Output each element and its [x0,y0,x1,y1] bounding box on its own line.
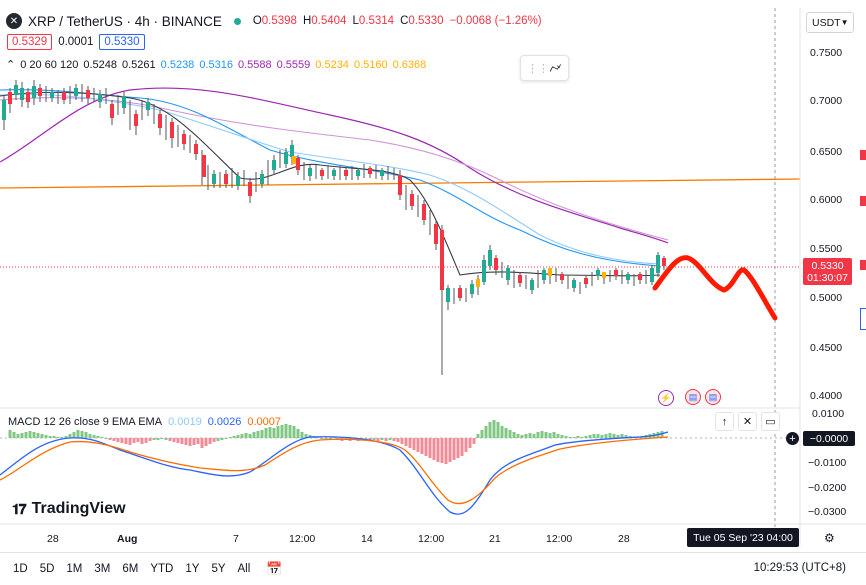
price-axis-label: 0.7500 [810,47,843,59]
brush-icon[interactable] [549,60,562,76]
range-5y-button[interactable]: 5Y [211,563,226,575]
price-axis-label: 0.6000 [810,194,843,206]
maximize-icon[interactable]: ▭ [761,412,780,431]
time-axis-label: 12:00 [546,533,573,545]
us-flag-icon[interactable]: ▤ [685,389,701,405]
ma-value: 0.5234 [315,58,349,71]
price-axis-label: 0.7000 [810,95,843,107]
horizontal-line [0,178,801,189]
ma-legend: ⌃ 0 20 60 120 0.5248 0.5261 0.5238 0.531… [6,58,427,72]
last-price-tag: 0.5330 01:30:07 [803,258,852,285]
candles [3,80,665,375]
chevron-down-icon: ▼ [840,18,849,27]
ma-value: 0.5588 [237,58,272,71]
macd-axis-label: 0.0100 [812,408,845,420]
ma-value: 0.5261 [122,58,156,71]
range-5d-button[interactable]: 5D [39,563,55,575]
drag-handle-icon[interactable]: ⋮⋮ [527,62,549,75]
time-axis-label: Aug [117,533,138,545]
time-axis-label: 7 [233,533,239,545]
us-flag-icon[interactable]: ▤ [705,389,721,405]
bid-ask-row: 0.5329 0.0001 0.5330 [7,34,145,50]
macd-axis-label: −0.0100 [808,457,847,469]
price-axis-label: 0.5500 [810,243,843,255]
signal-line [0,436,669,505]
xrp-logo-icon: ✕ [6,13,22,29]
ma-value: 0.5316 [199,58,233,71]
range-1d-button[interactable]: 1D [13,563,28,575]
time-axis-label: 28 [47,533,59,545]
spread-value: 0.0001 [58,36,94,48]
gear-icon[interactable]: ⚙ [824,531,835,545]
bottom-toolbar: 1D 5D 1M 3M 6M YTD 1Y 5Y All 📅 10:29:53 … [0,552,866,585]
time-axis-label: 12:00 [289,533,316,545]
time-axis-label: 14 [361,533,373,545]
sell-price-button[interactable]: 0.5329 [7,34,53,50]
macd-axis-label: −0.0300 [808,506,847,518]
ma-value: 0.5160 [353,58,388,71]
tradingview-mark-icon: 𝟏𝟕 [12,500,27,517]
edge-handle[interactable] [860,308,866,330]
edge-marker [860,196,866,206]
price-axis-label: 0.4500 [810,342,843,354]
ma-lightblue-line [0,93,661,265]
range-ytd-button[interactable]: YTD [150,563,174,575]
edge-marker [860,150,866,160]
tradingview-logo[interactable]: 𝟏𝟕 TradingView [12,500,126,517]
close-icon[interactable]: ✕ [738,412,757,431]
market-open-icon [233,17,241,25]
price-axis-label: 0.5000 [810,292,843,304]
time-axis-label: 12:00 [418,533,445,545]
range-1m-button[interactable]: 1M [66,563,83,575]
range-6m-button[interactable]: 6M [122,563,139,575]
range-1y-button[interactable]: 1Y [185,563,200,575]
ma-black-line [0,91,661,277]
ma-value: 0.5238 [160,58,195,71]
price-axis-label: 0.4000 [810,390,843,402]
move-up-icon[interactable]: ↑ [715,412,734,431]
macd-value: 0.0007 [247,416,282,428]
ma-value: 0.6368 [392,58,427,71]
hand-drawn-projection [652,255,778,321]
edge-marker [860,260,866,270]
range-3m-button[interactable]: 3M [94,563,111,575]
macd-value: 0.0026 [207,416,242,428]
ma-light-purple-line [0,97,669,241]
ohlc-values: O0.5398 H0.5404 L0.5314 C0.5330 −0.0068 … [252,15,542,27]
macd-axis-label: −0.0200 [808,482,847,494]
macd-current-tag: −0.0000 [803,431,855,446]
symbol-title[interactable]: XRP / TetherUS · 4h · BINANCE [28,13,222,29]
range-all-button[interactable]: All [237,563,251,575]
crosshair-time-label: Tue 05 Sep '23 04:00 [687,528,799,547]
time-axis-label: 21 [489,533,501,545]
lightning-event-icon[interactable]: ⚡ [658,390,674,406]
symbol-header: ✕ XRP / TetherUS · 4h · BINANCE O0.5398 … [6,11,542,31]
time-axis-label: 28 [618,533,630,545]
macd-value: 0.0019 [168,416,202,428]
ma-blue-line [0,89,661,267]
price-axis-label: 0.6500 [810,146,843,158]
calendar-icon[interactable]: 📅 [266,561,283,576]
clock-timezone[interactable]: 10:29:53 (UTC+8) [753,562,846,574]
macd-title[interactable]: MACD 12 26 close 9 EMA EMA [8,416,163,428]
add-plus-icon[interactable]: + [786,432,799,445]
ma-legend-label[interactable]: 0 20 60 120 [20,58,79,71]
ma-purple-line [0,87,669,244]
buy-price-button[interactable]: 0.5330 [99,34,145,50]
collapse-chevron-icon[interactable]: ⌃ [6,59,16,71]
ma-value: 0.5248 [83,58,117,71]
drawing-toolbar[interactable]: ⋮⋮ [520,55,569,81]
ma-value: 0.5559 [276,58,311,71]
macd-legend: MACD 12 26 close 9 EMA EMA 0.0019 0.0026… [8,416,281,428]
currency-select[interactable]: USDT ▼ [806,12,854,33]
pane-controls: ↑ ✕ ▭ [715,412,780,431]
candle-bodies [2,85,666,302]
